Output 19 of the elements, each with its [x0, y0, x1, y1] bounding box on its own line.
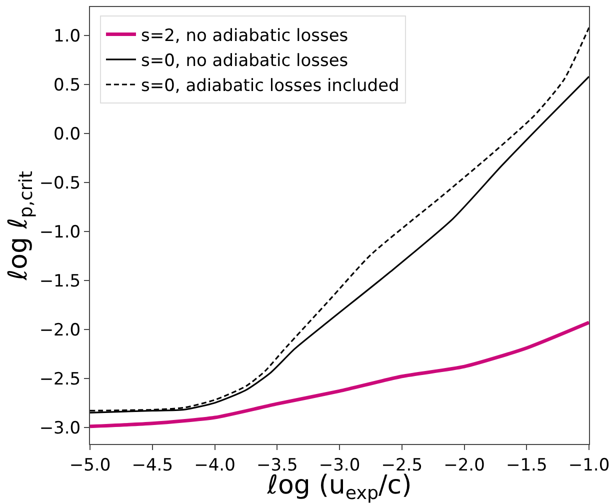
y-tick-label: 0.0 — [54, 124, 81, 144]
y-tick-label: 1.0 — [54, 26, 81, 46]
y-tick-label: −2.0 — [39, 320, 81, 340]
y-tick-label: −0.5 — [39, 173, 81, 194]
y-tick-label: −1.5 — [39, 271, 81, 292]
y-tick-label: −1.0 — [39, 222, 81, 242]
x-tick-label: −2.0 — [444, 455, 485, 476]
y-tick-label: 0.5 — [54, 75, 81, 96]
legend-label: s=0, no adiabatic losses — [140, 51, 348, 72]
x-tick-label: −4.5 — [132, 455, 174, 476]
x-tick-label: −1.0 — [568, 455, 610, 476]
x-tick-label: −5.0 — [69, 455, 111, 476]
legend-label: s=0, adiabatic losses included — [140, 76, 400, 96]
y-tick-label: −2.5 — [39, 369, 81, 390]
y-tick-label: −3.0 — [39, 418, 81, 438]
x-tick-label: −1.5 — [506, 455, 548, 476]
x-tick-label: −4.0 — [194, 455, 236, 476]
line-series — [90, 320, 589, 428]
legend-label: s=2, no adiabatic losses — [140, 26, 348, 46]
